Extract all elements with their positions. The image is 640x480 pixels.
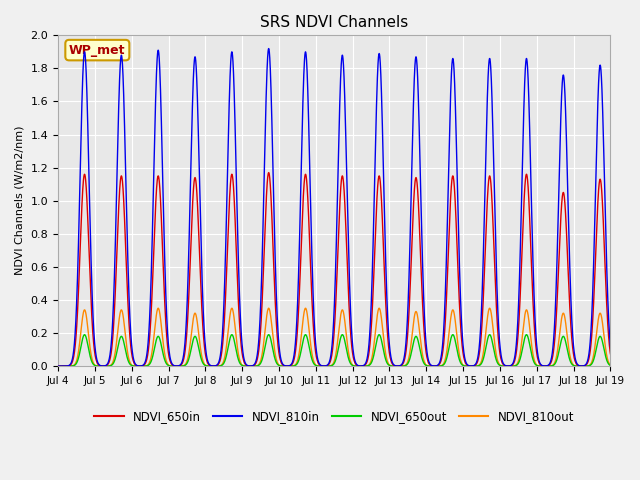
NDVI_810out — [385, 362, 393, 368]
Line: NDVI_810out: NDVI_810out — [58, 308, 611, 366]
Text: WP_met: WP_met — [69, 44, 125, 57]
NDVI_810in — [607, 343, 614, 349]
NDVI_650in — [467, 363, 474, 369]
NDVI_810in — [265, 46, 273, 51]
NDVI_810in — [413, 69, 421, 75]
NDVI_810out — [228, 305, 236, 311]
NDVI_810out — [266, 306, 273, 312]
NDVI_810out — [154, 305, 162, 311]
NDVI_810in — [54, 363, 62, 369]
NDVI_810out — [607, 362, 614, 368]
NDVI_650in — [265, 170, 273, 176]
Y-axis label: NDVI Channels (W/m2/nm): NDVI Channels (W/m2/nm) — [15, 126, 25, 276]
NDVI_650in — [154, 173, 162, 179]
NDVI_810in — [467, 363, 474, 369]
NDVI_650out — [266, 332, 273, 338]
NDVI_650out — [467, 363, 474, 369]
NDVI_650out — [508, 363, 516, 369]
NDVI_650in — [508, 362, 516, 368]
NDVI_650in — [266, 171, 273, 177]
Legend: NDVI_650in, NDVI_810in, NDVI_650out, NDVI_810out: NDVI_650in, NDVI_810in, NDVI_650out, NDV… — [90, 405, 579, 428]
Line: NDVI_650in: NDVI_650in — [58, 173, 611, 366]
NDVI_650in — [413, 184, 421, 190]
NDVI_650out — [413, 336, 421, 341]
NDVI_650in — [54, 363, 62, 369]
Title: SRS NDVI Channels: SRS NDVI Channels — [260, 15, 408, 30]
NDVI_810in — [508, 361, 516, 367]
Line: NDVI_650out: NDVI_650out — [58, 335, 611, 366]
NDVI_810out — [413, 312, 421, 318]
NDVI_650out — [385, 362, 393, 368]
Line: NDVI_810in: NDVI_810in — [58, 48, 611, 366]
NDVI_650out — [54, 363, 62, 369]
NDVI_810out — [508, 363, 516, 369]
NDVI_810in — [154, 48, 162, 53]
NDVI_650in — [385, 350, 393, 356]
NDVI_810in — [266, 48, 273, 54]
NDVI_650in — [607, 351, 614, 357]
NDVI_810out — [54, 363, 62, 369]
NDVI_650out — [154, 334, 162, 339]
NDVI_810in — [385, 342, 393, 348]
NDVI_650out — [228, 332, 236, 337]
NDVI_650out — [607, 362, 614, 368]
NDVI_810out — [467, 363, 474, 369]
